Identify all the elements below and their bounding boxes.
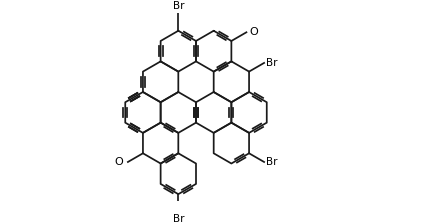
Text: Br: Br (172, 1, 184, 11)
Text: O: O (115, 157, 123, 167)
Text: Br: Br (265, 157, 276, 167)
Text: Br: Br (172, 214, 184, 224)
Text: O: O (249, 27, 257, 37)
Text: Br: Br (265, 58, 276, 68)
